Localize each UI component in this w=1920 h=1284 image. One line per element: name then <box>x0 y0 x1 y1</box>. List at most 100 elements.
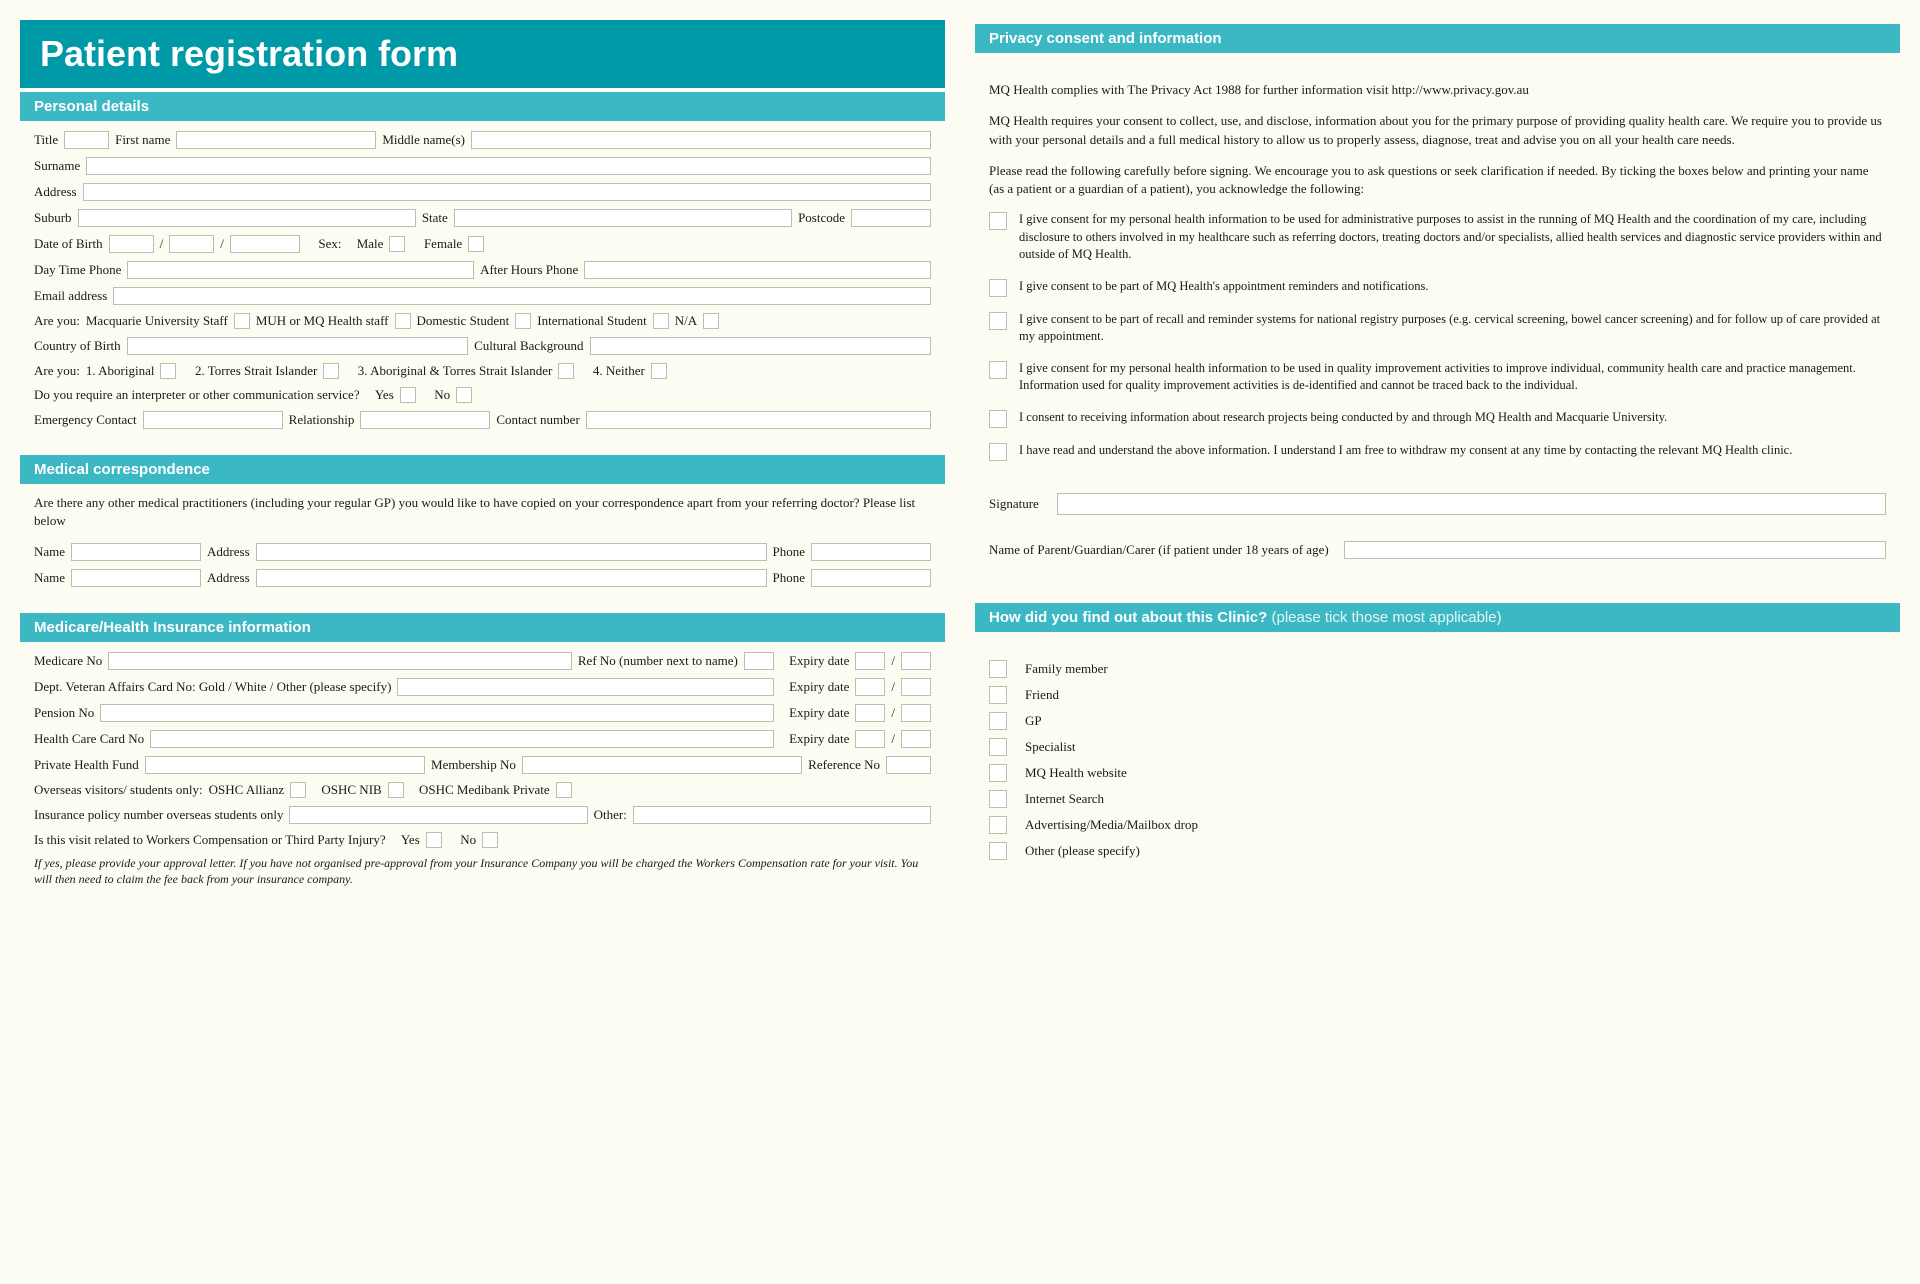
contactnum-input[interactable] <box>586 411 931 429</box>
pension-input[interactable] <box>100 704 774 722</box>
expiry1a-input[interactable] <box>855 652 885 670</box>
dob-year-input[interactable] <box>230 235 300 253</box>
memno-input[interactable] <box>522 756 802 774</box>
mc-addr2-input[interactable] <box>256 569 767 587</box>
middlename-input[interactable] <box>471 131 931 149</box>
expiry2-label: Expiry date <box>789 679 849 695</box>
abor4-checkbox[interactable] <box>651 363 667 379</box>
dva-label: Dept. Veteran Affairs Card No: Gold / Wh… <box>34 679 391 695</box>
medicare-input[interactable] <box>108 652 572 670</box>
workers-no-checkbox[interactable] <box>482 832 498 848</box>
findout-website-checkbox[interactable] <box>989 764 1007 782</box>
hcc-input[interactable] <box>150 730 774 748</box>
expiry3a-input[interactable] <box>855 704 885 722</box>
title-input[interactable] <box>64 131 109 149</box>
hcc-label: Health Care Card No <box>34 731 144 747</box>
findout-friend-checkbox[interactable] <box>989 686 1007 704</box>
expiry2b-input[interactable] <box>901 678 931 696</box>
dob-label: Date of Birth <box>34 236 103 252</box>
consent4-checkbox[interactable] <box>989 361 1007 379</box>
afterphone-input[interactable] <box>584 261 931 279</box>
consent2-checkbox[interactable] <box>989 279 1007 297</box>
refno2-input[interactable] <box>886 756 931 774</box>
mc-phone1-input[interactable] <box>811 543 931 561</box>
dayphone-input[interactable] <box>127 261 474 279</box>
domstudent-checkbox[interactable] <box>515 313 531 329</box>
relation-input[interactable] <box>360 411 490 429</box>
dob-day-input[interactable] <box>109 235 154 253</box>
mc-addr1-input[interactable] <box>256 543 767 561</box>
policy-input[interactable] <box>289 806 587 824</box>
findout-internet-checkbox[interactable] <box>989 790 1007 808</box>
dva-input[interactable] <box>397 678 773 696</box>
oshc-nib-checkbox[interactable] <box>388 782 404 798</box>
pension-label: Pension No <box>34 705 94 721</box>
findout-advertising-checkbox[interactable] <box>989 816 1007 834</box>
na-checkbox[interactable] <box>703 313 719 329</box>
postcode-label: Postcode <box>798 210 845 226</box>
emerg-input[interactable] <box>143 411 283 429</box>
postcode-input[interactable] <box>851 209 931 227</box>
abor2-checkbox[interactable] <box>323 363 339 379</box>
privacy-body: MQ Health complies with The Privacy Act … <box>975 53 1900 581</box>
consent5-text: I consent to receiving information about… <box>1019 409 1667 428</box>
surname-input[interactable] <box>86 157 931 175</box>
findout-header: How did you find out about this Clinic? … <box>975 603 1900 632</box>
findout-family-checkbox[interactable] <box>989 660 1007 678</box>
state-input[interactable] <box>454 209 792 227</box>
workers-yes-checkbox[interactable] <box>426 832 442 848</box>
workers-yes-label: Yes <box>401 832 420 848</box>
middlename-label: Middle name(s) <box>382 132 465 148</box>
expiry2a-input[interactable] <box>855 678 885 696</box>
oshc-medibank-checkbox[interactable] <box>556 782 572 798</box>
email-label: Email address <box>34 288 107 304</box>
contactnum-label: Contact number <box>496 412 579 428</box>
other-input[interactable] <box>633 806 931 824</box>
abor1-checkbox[interactable] <box>160 363 176 379</box>
address-input[interactable] <box>83 183 931 201</box>
interp-yes-checkbox[interactable] <box>400 387 416 403</box>
findout-website-label: MQ Health website <box>1025 765 1127 781</box>
email-input[interactable] <box>113 287 931 305</box>
consent6-checkbox[interactable] <box>989 443 1007 461</box>
mc-phone2-input[interactable] <box>811 569 931 587</box>
interp-no-checkbox[interactable] <box>456 387 472 403</box>
findout-gp-checkbox[interactable] <box>989 712 1007 730</box>
intstudent-checkbox[interactable] <box>653 313 669 329</box>
guardian-input[interactable] <box>1344 541 1886 559</box>
oshc-allianz-checkbox[interactable] <box>290 782 306 798</box>
female-checkbox[interactable] <box>468 236 484 252</box>
medicare-label: Medicare No <box>34 653 102 669</box>
expiry4b-input[interactable] <box>901 730 931 748</box>
consent3-checkbox[interactable] <box>989 312 1007 330</box>
consent5-checkbox[interactable] <box>989 410 1007 428</box>
expiry3b-input[interactable] <box>901 704 931 722</box>
suburb-input[interactable] <box>78 209 416 227</box>
firstname-input[interactable] <box>176 131 376 149</box>
findout-other-checkbox[interactable] <box>989 842 1007 860</box>
abor3-checkbox[interactable] <box>558 363 574 379</box>
page-title: Patient registration form <box>20 20 945 88</box>
dob-month-input[interactable] <box>169 235 214 253</box>
mc-name1-input[interactable] <box>71 543 201 561</box>
mc-name2-input[interactable] <box>71 569 201 587</box>
consent1-checkbox[interactable] <box>989 212 1007 230</box>
cultbg-input[interactable] <box>590 337 931 355</box>
na-label: N/A <box>675 313 697 329</box>
dayphone-label: Day Time Phone <box>34 262 121 278</box>
mqstaff-checkbox[interactable] <box>234 313 250 329</box>
male-checkbox[interactable] <box>389 236 405 252</box>
abor4-label: 4. Neither <box>593 363 645 379</box>
signature-input[interactable] <box>1057 493 1886 515</box>
refno-input[interactable] <box>744 652 774 670</box>
cob-input[interactable] <box>127 337 468 355</box>
findout-specialist-checkbox[interactable] <box>989 738 1007 756</box>
dob-slash1: / <box>160 236 164 252</box>
expiry4a-input[interactable] <box>855 730 885 748</box>
phf-input[interactable] <box>145 756 425 774</box>
medcorr-intro: Are there any other medical practitioner… <box>34 494 931 532</box>
oshc-nib-label: OSHC NIB <box>321 782 381 798</box>
muhstaff-checkbox[interactable] <box>395 313 411 329</box>
expiry1b-input[interactable] <box>901 652 931 670</box>
findout-advertising-label: Advertising/Media/Mailbox drop <box>1025 817 1198 833</box>
